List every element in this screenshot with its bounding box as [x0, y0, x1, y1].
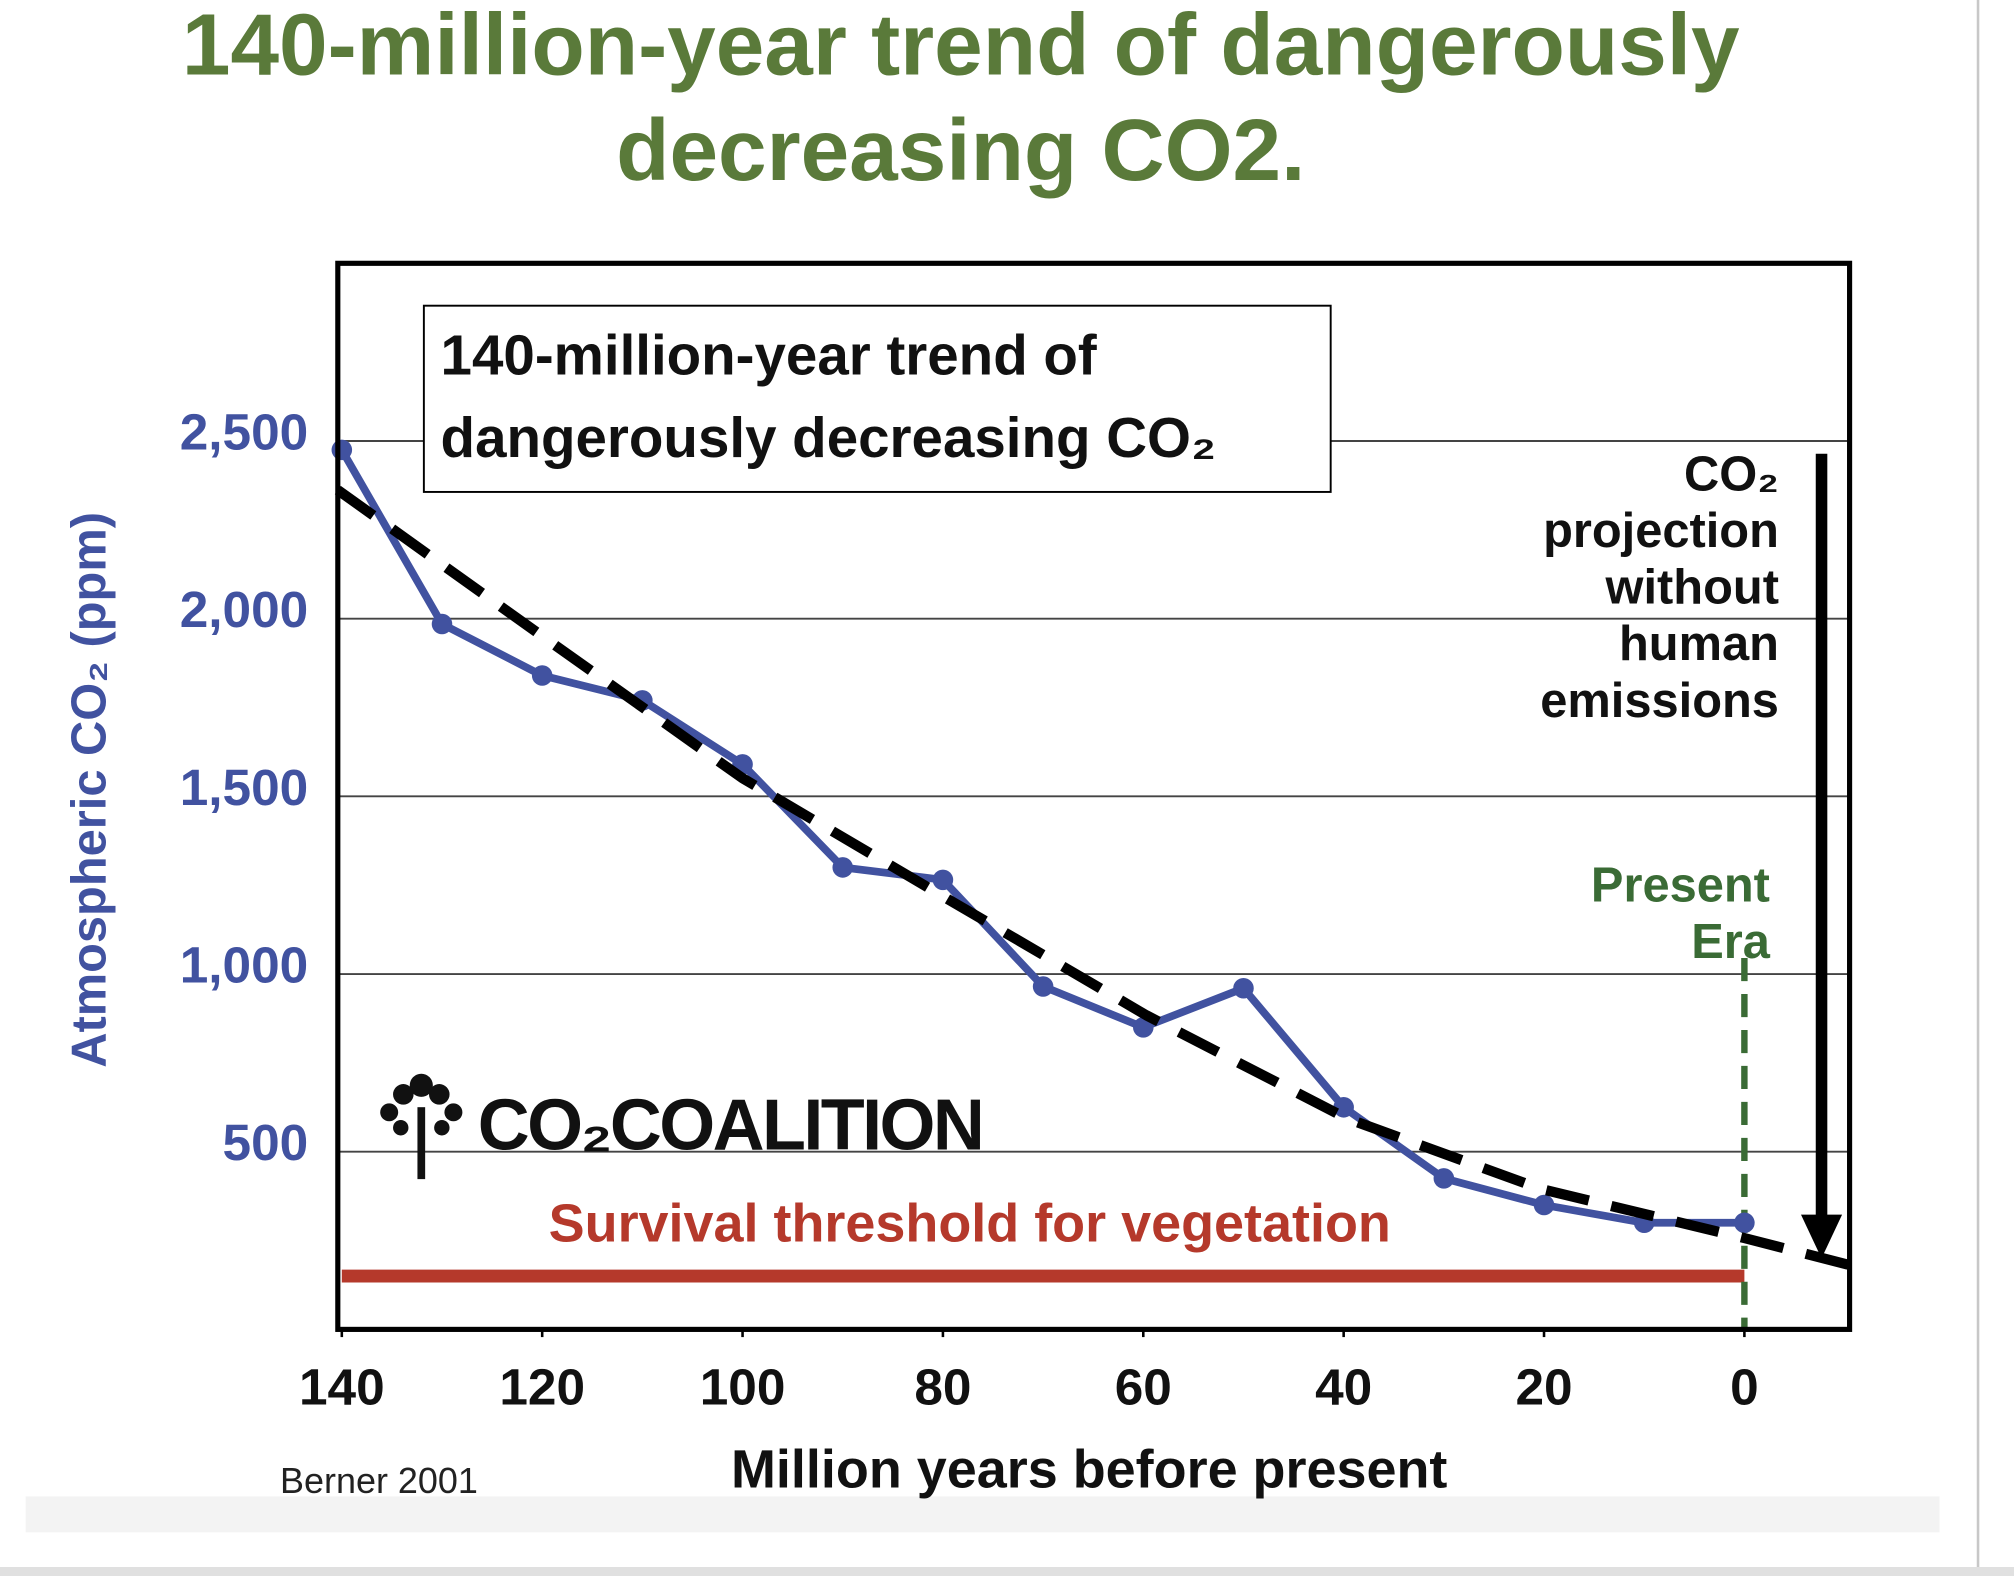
chart-title: 140-million-year trend of dangerously: [182, 0, 1740, 93]
data-point: [832, 857, 854, 878]
logo-icon: [380, 1073, 463, 1180]
data-point: [1734, 1212, 1755, 1234]
x-axis-label: Million years before present: [731, 1439, 1447, 1499]
tree-leaf: [393, 1084, 414, 1105]
data-point: [431, 613, 453, 635]
tree-leaf: [380, 1103, 399, 1122]
projection-label: without: [1605, 561, 1779, 615]
tree-leaf: [444, 1103, 463, 1122]
data-point: [1233, 977, 1254, 999]
inset-box: [422, 304, 1332, 493]
present-era-label: Present: [1591, 859, 1770, 913]
data-point: [1133, 1017, 1154, 1038]
tree-leaf: [434, 1120, 450, 1136]
footer-band: [25, 1496, 1940, 1533]
data-point: [1433, 1168, 1455, 1189]
tree-leaf: [409, 1073, 433, 1097]
projection-label: emissions: [1540, 674, 1779, 728]
y-tick-label: 1,500: [180, 758, 309, 816]
threshold-label: Survival threshold for vegetation: [549, 1194, 1391, 1254]
data-point: [932, 869, 954, 891]
tree-leaf: [429, 1084, 450, 1105]
x-tick-label: 0: [1730, 1358, 1759, 1416]
x-tick-label: 40: [1315, 1358, 1372, 1416]
x-tick-label: 120: [499, 1358, 585, 1416]
x-tick-label: 60: [1115, 1358, 1172, 1416]
x-tick-label: 100: [700, 1358, 786, 1416]
tree-leaf: [393, 1120, 409, 1136]
trend-line: [334, 485, 1851, 1271]
projection-label: CO₂: [1684, 448, 1779, 502]
plot: 140-million-year trend of dangerouslydec…: [62, 0, 1853, 1501]
y-axis-label: Atmospheric CO₂ (ppm): [62, 512, 116, 1068]
x-tick-label: 80: [914, 1358, 971, 1416]
source-note: Berner 2001: [280, 1460, 478, 1501]
chart-title: decreasing CO2.: [616, 101, 1305, 199]
inset-title: dangerously decreasing CO₂: [441, 406, 1217, 469]
data-point: [1032, 976, 1054, 997]
data-point: [531, 665, 553, 686]
data-point: [1333, 1097, 1354, 1118]
x-tick-label: 140: [299, 1358, 385, 1416]
footer-edge: [0, 1567, 2014, 1576]
y-tick-label: 1,000: [180, 935, 309, 993]
logo-text: CO₂COALITION: [478, 1085, 982, 1165]
data-point: [331, 439, 353, 461]
plot-frame: [335, 260, 1853, 1332]
inset-title: 140-million-year trend of: [441, 324, 1097, 387]
y-tick-label: 2,000: [180, 580, 309, 638]
y-tick-label: 500: [223, 1113, 309, 1171]
projection-label: human: [1619, 617, 1779, 671]
x-tick-label: 20: [1515, 1358, 1572, 1416]
tree-trunk: [417, 1107, 426, 1180]
y-tick-label: 2,500: [180, 402, 309, 460]
data-point: [1533, 1194, 1555, 1216]
present-era-label: Era: [1691, 915, 1771, 969]
projection-label: projection: [1543, 504, 1779, 558]
arrow-head: [1800, 1214, 1843, 1259]
